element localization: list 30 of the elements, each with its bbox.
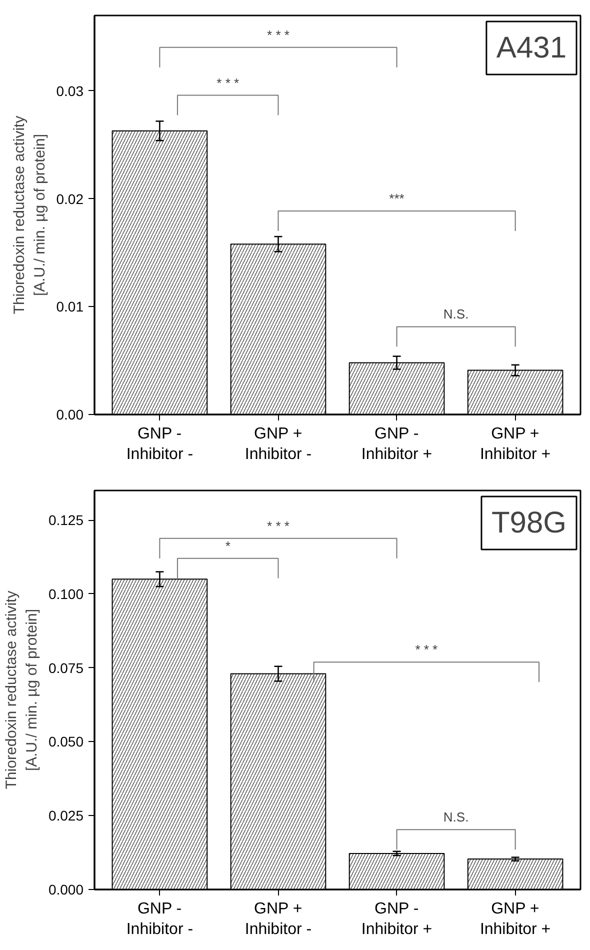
x-tick-label: GNP - Inhibitor + (361, 900, 432, 938)
y-tick-label: 0.02 (56, 190, 84, 207)
annotation: *** (389, 191, 404, 206)
x-tick-label: GNP + Inhibitor + (480, 900, 551, 938)
y-tick-label: 0.075 (48, 660, 84, 676)
x-tick-label: GNP - Inhibitor - (126, 900, 194, 938)
annotation: N.S. (443, 306, 469, 322)
y-tick-label: 0.100 (48, 586, 84, 602)
x-tick-label: GNP + Inhibitor + (480, 426, 551, 463)
y-axis-title: Thioredoxin reductase activity [A.U./ min. µg of protein] (10, 115, 48, 314)
text: A431 (496, 32, 567, 64)
y-tick-label: 0.050 (48, 734, 84, 750)
annotation: * * * (216, 75, 240, 90)
annotation: N.S. (443, 810, 469, 825)
y-tick-label: 0.00 (56, 406, 84, 422)
y-tick-label: 0.125 (48, 512, 84, 528)
annotation: * * * (267, 27, 290, 42)
y-tick-label: 0.03 (56, 82, 84, 99)
y-tick-label: 0.01 (56, 298, 84, 315)
annotation: * (225, 538, 230, 554)
x-tick-label: GNP + Inhibitor - (244, 426, 312, 463)
annotation: * * * (415, 642, 438, 658)
y-axis-title: Thioredoxin reductase activity [A.U./ min. µg of protein] (3, 590, 40, 790)
y-tick-label: 0.000 (48, 882, 84, 898)
x-tick-label: GNP - Inhibitor + (361, 426, 432, 463)
x-tick-label: GNP - Inhibitor - (126, 426, 194, 463)
text: T98G (491, 506, 566, 540)
annotation: * * * (267, 518, 290, 534)
y-tick-label: 0.025 (48, 808, 84, 824)
x-tick-label: GNP + Inhibitor - (244, 900, 312, 938)
